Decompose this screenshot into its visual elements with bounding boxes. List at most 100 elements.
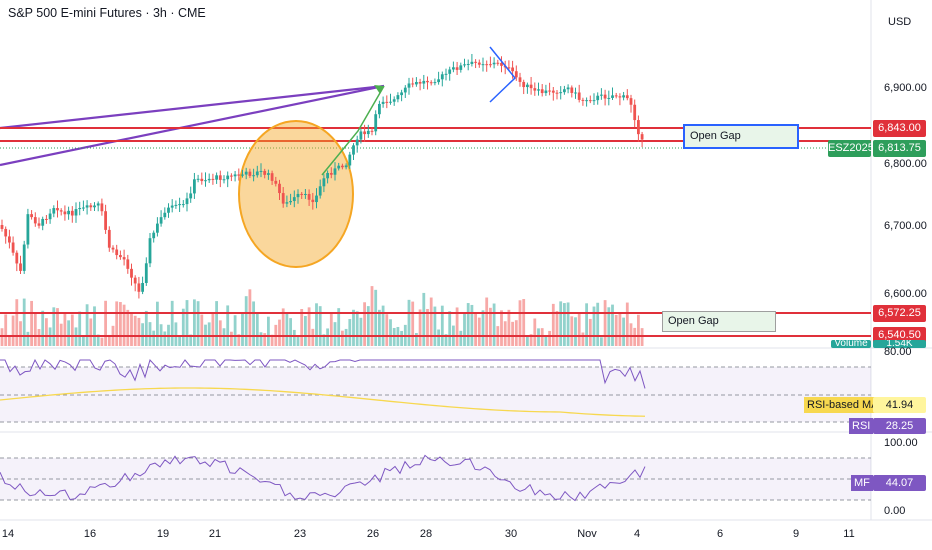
- volume-bar: [122, 304, 126, 346]
- candle-body: [555, 92, 559, 94]
- volume-bar: [548, 330, 551, 346]
- candle-body: [196, 178, 200, 180]
- candle-body: [215, 175, 218, 180]
- candle-body: [348, 154, 352, 166]
- volume-bar: [366, 306, 370, 346]
- volume-bar: [563, 303, 566, 346]
- candle-body: [341, 165, 344, 168]
- candle-body: [392, 99, 396, 102]
- volume-bar: [352, 309, 355, 346]
- candle-body: [307, 193, 311, 200]
- volume-bar: [19, 321, 22, 346]
- volume-bar: [144, 310, 148, 346]
- candle-body: [218, 175, 222, 180]
- volume-bar: [640, 328, 644, 346]
- blue-triangle-pattern[interactable]: [489, 46, 517, 103]
- candle-body: [570, 87, 574, 93]
- volume-bar: [511, 321, 514, 346]
- candle-body: [396, 95, 400, 100]
- volume-bar: [233, 315, 237, 346]
- open-gap-box-lower[interactable]: Open Gap: [662, 311, 776, 332]
- volume-bar: [600, 337, 603, 346]
- volume-bar: [315, 303, 318, 346]
- rsi-value: 28.25: [873, 418, 926, 434]
- candle-body: [222, 179, 226, 181]
- candle-body: [352, 145, 355, 155]
- candle-body: [289, 201, 292, 203]
- candle-body: [477, 62, 481, 65]
- volume-bar: [596, 302, 600, 346]
- price-label-gap-lower: 6,572.25: [873, 305, 926, 322]
- candle-body: [618, 96, 622, 98]
- volume-bar: [581, 332, 585, 346]
- volume-bar: [252, 301, 255, 346]
- volume-bar: [200, 314, 204, 346]
- candle-body: [537, 89, 540, 91]
- volume-bar: [26, 331, 30, 346]
- volume-bar: [470, 304, 474, 346]
- price-tick-6900: 6,900.00: [884, 82, 927, 94]
- candle-body: [548, 90, 551, 92]
- candle-body: [474, 61, 477, 63]
- volume-bar: [52, 307, 56, 346]
- volume-bar: [607, 307, 611, 346]
- trend-line-upper[interactable]: [0, 84, 385, 130]
- candle-body: [111, 247, 115, 250]
- candle-body: [204, 180, 207, 182]
- volume-bar: [359, 317, 363, 346]
- volume-bar: [381, 305, 385, 346]
- candle-body: [26, 214, 30, 245]
- volume-bar: [119, 302, 122, 346]
- volume-bar: [174, 322, 178, 346]
- candle-body: [107, 229, 111, 248]
- volume-bar: [337, 308, 341, 346]
- date-tick-26: 26: [366, 528, 380, 540]
- volume-bar: [378, 309, 381, 346]
- volume-bar: [415, 333, 418, 346]
- green-arrow-path[interactable]: [321, 85, 385, 176]
- volume-bar: [307, 307, 311, 346]
- candle-body: [148, 238, 152, 264]
- candle-body: [292, 197, 296, 202]
- candle-body: [59, 210, 63, 212]
- volume-bar: [0, 328, 4, 346]
- volume-bar: [500, 310, 503, 346]
- volume-bar: [440, 305, 444, 346]
- symbol-label: ESZ2025: [828, 140, 874, 157]
- volume-bar: [407, 299, 411, 346]
- volume-bar: [222, 328, 226, 346]
- volume-bar: [551, 303, 555, 346]
- date-tick-19: 19: [156, 528, 170, 540]
- candle-body: [333, 168, 337, 175]
- volume-bar: [518, 300, 522, 346]
- volume-bar: [304, 316, 307, 346]
- volume-bar: [263, 333, 267, 346]
- volume-bar: [370, 286, 374, 346]
- candle-body: [318, 186, 322, 196]
- candle-body: [48, 213, 52, 220]
- candle-body: [211, 178, 215, 180]
- volume-bar: [270, 334, 274, 346]
- volume-bar: [244, 296, 248, 346]
- candle-body: [244, 171, 248, 175]
- volume-bar: [529, 334, 533, 346]
- currency-label[interactable]: USD: [888, 16, 912, 28]
- volume-bar: [389, 319, 392, 346]
- candle-body: [411, 83, 415, 85]
- volume-bar: [385, 314, 389, 346]
- mfi-value: 44.07: [873, 475, 926, 491]
- volume-bar: [11, 315, 15, 346]
- volume-bar: [56, 308, 59, 346]
- highlight-circle[interactable]: [238, 120, 354, 268]
- volume-bar: [141, 323, 144, 346]
- volume-bar: [148, 322, 152, 346]
- volume-bar: [289, 318, 292, 346]
- date-tick-14: 14: [1, 528, 15, 540]
- volume-bar: [296, 335, 300, 346]
- open-gap-box-upper[interactable]: Open Gap: [683, 124, 799, 149]
- volume-bar: [152, 330, 156, 346]
- trend-line-lower[interactable]: [0, 84, 385, 167]
- candle-body: [426, 80, 429, 83]
- mfi-tick-0: 0.00: [884, 505, 906, 517]
